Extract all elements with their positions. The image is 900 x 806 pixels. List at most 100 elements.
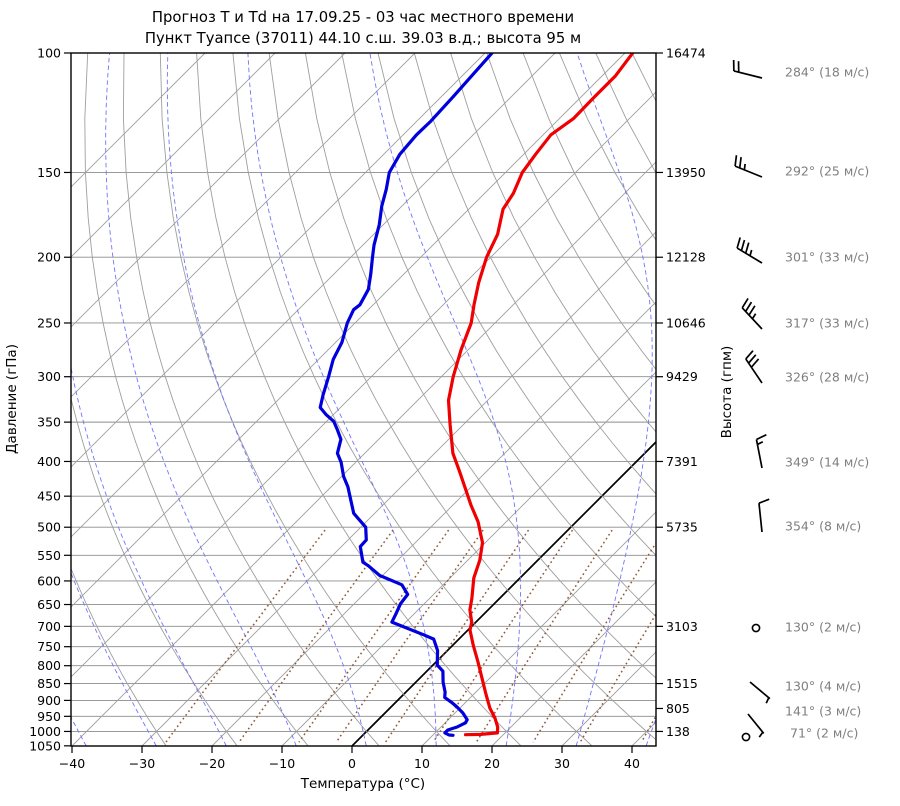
wind-label: 130° (2 м/с) bbox=[785, 620, 861, 635]
dry-adiabat-line bbox=[71, 396, 238, 746]
height-tick-label: 138 bbox=[666, 724, 690, 739]
wind-barb-full-tick-icon bbox=[734, 155, 738, 167]
wind-barb-full-tick-icon bbox=[756, 433, 767, 441]
chart-subtitle: Пункт Туапсе (37011) 44.10 с.ш. 39.03 в.… bbox=[145, 30, 581, 47]
dry-adiabat-line bbox=[71, 567, 167, 746]
plot-area bbox=[71, 53, 656, 746]
temperature-tick-label: 10 bbox=[414, 756, 430, 771]
isotherm-line bbox=[71, 53, 276, 258]
calm-wind-circle-icon bbox=[751, 623, 761, 633]
isotherm-line bbox=[211, 301, 656, 746]
moist-adiabat-line bbox=[71, 571, 157, 746]
wind-barb-half-tick-icon bbox=[758, 731, 764, 738]
wind-barb-half-tick-icon bbox=[765, 697, 770, 704]
moist-adiabat-line bbox=[645, 717, 656, 746]
wind-barb: 71° (2 м/с) bbox=[741, 726, 858, 742]
wind-barb: 301° (33 м/с) bbox=[736, 237, 869, 265]
wind-label: 292° (25 м/с) bbox=[785, 164, 869, 179]
wind-barb: 326° (28 м/с) bbox=[745, 350, 869, 385]
wind-label: 130° (4 м/с) bbox=[785, 679, 861, 694]
temperature-tick-label: −20 bbox=[199, 756, 225, 771]
pressure-tick-label: 350 bbox=[37, 415, 61, 430]
wind-label: 349° (14 м/с) bbox=[785, 455, 869, 470]
isotherm-line bbox=[631, 721, 656, 746]
moist-adiabat-line bbox=[247, 53, 437, 746]
wind-barb-half-tick-icon bbox=[749, 249, 753, 257]
height-tick-label: 1515 bbox=[666, 676, 698, 691]
wind-barb-full-tick-icon bbox=[750, 358, 760, 368]
pressure-tick-label: 900 bbox=[37, 693, 61, 708]
wind-barb-full-tick-icon bbox=[748, 305, 756, 316]
isotherm-line bbox=[421, 511, 656, 746]
wind-label: 317° (33 м/с) bbox=[785, 316, 869, 331]
isotherm-line bbox=[71, 161, 656, 746]
temperature-tick-label: 20 bbox=[484, 756, 500, 771]
wind-label: 141° (3 м/с) bbox=[785, 704, 861, 719]
moist-adiabat-line bbox=[166, 53, 367, 746]
wind-barb: 284° (18 м/с) bbox=[732, 59, 869, 80]
temperature-tick-label: 0 bbox=[348, 756, 356, 771]
isotherm-line bbox=[281, 371, 656, 746]
height-tick-label: 5735 bbox=[666, 520, 698, 535]
pressure-tick-label: 550 bbox=[37, 548, 61, 563]
wind-label: 284° (18 м/с) bbox=[785, 65, 869, 80]
pressure-tick-label: 450 bbox=[37, 489, 61, 504]
moist-adiabat-line bbox=[575, 53, 653, 746]
wind-barb: 349° (14 м/с) bbox=[755, 433, 869, 470]
pressure-tick-label: 300 bbox=[37, 369, 61, 384]
pressure-tick-label: 100 bbox=[37, 46, 61, 61]
isotherm-line bbox=[71, 53, 486, 468]
wind-label: 301° (33 м/с) bbox=[785, 250, 869, 265]
wind-barb-staff-icon bbox=[747, 713, 765, 734]
isotherm-line bbox=[71, 53, 346, 328]
pressure-tick-label: 1050 bbox=[29, 738, 61, 753]
isotherm-line bbox=[141, 231, 656, 746]
wind-barb-full-tick-icon bbox=[740, 239, 746, 251]
pressure-tick-label: 850 bbox=[37, 676, 61, 691]
wind-barb-half-tick-icon bbox=[743, 163, 746, 170]
height-tick-label: 3103 bbox=[666, 619, 698, 634]
wind-barb-full-tick-icon bbox=[741, 298, 749, 309]
pressure-tick-label: 400 bbox=[37, 454, 61, 469]
height-tick-label: 10646 bbox=[666, 315, 706, 330]
dry-adiabat-line bbox=[522, 53, 656, 307]
plot-frame bbox=[70, 52, 657, 747]
chart-title: Прогноз Т и Td на 17.09.25 - 03 час мест… bbox=[152, 9, 574, 26]
axis-ticks: 1001502002503003504004505005506006507007… bbox=[29, 46, 706, 772]
pressure-tick-label: 500 bbox=[37, 520, 61, 535]
isotherm-line bbox=[491, 581, 656, 746]
mixing-ratio-line bbox=[165, 529, 326, 743]
wind-barb-staff-icon bbox=[749, 681, 771, 700]
zero-isotherm-line bbox=[351, 440, 656, 746]
temperature-tick-label: −40 bbox=[59, 756, 85, 771]
wind-barb: 130° (4 м/с) bbox=[749, 679, 861, 704]
height-tick-label: 16474 bbox=[666, 46, 706, 61]
pressure-tick-label: 800 bbox=[37, 658, 61, 673]
pressure-tick-label: 750 bbox=[37, 639, 61, 654]
wind-barb-full-tick-icon bbox=[744, 242, 750, 254]
dry-adiabat-line bbox=[377, 53, 656, 557]
pressure-tick-label: 600 bbox=[37, 573, 61, 588]
wind-barb: 141° (3 м/с) bbox=[747, 704, 861, 738]
pressure-tick-label: 200 bbox=[37, 250, 61, 265]
wind-barb-staff-icon bbox=[758, 503, 763, 533]
mixing-ratio-line bbox=[532, 541, 656, 743]
wind-label: 326° (28 м/с) bbox=[785, 370, 869, 385]
height-axis-label: Высота (гпм) bbox=[719, 346, 735, 439]
dewpoint-curve bbox=[318, 53, 494, 737]
moist-adiabat-line bbox=[369, 53, 522, 746]
pressure-tick-label: 150 bbox=[37, 165, 61, 180]
temperature-curve bbox=[446, 53, 635, 737]
dry-adiabat-line bbox=[232, 53, 593, 746]
wind-barb-full-tick-icon bbox=[744, 301, 753, 312]
wind-barb: 317° (33 м/с) bbox=[741, 298, 869, 331]
mixing-ratio-line bbox=[432, 529, 574, 743]
height-tick-label: 805 bbox=[666, 701, 690, 716]
mixing-ratio-line bbox=[384, 529, 530, 743]
height-tick-label: 9429 bbox=[666, 369, 698, 384]
temperature-tick-label: −30 bbox=[129, 756, 155, 771]
dry-adiabat-line bbox=[341, 53, 656, 618]
temperature-tick-label: −10 bbox=[269, 756, 295, 771]
